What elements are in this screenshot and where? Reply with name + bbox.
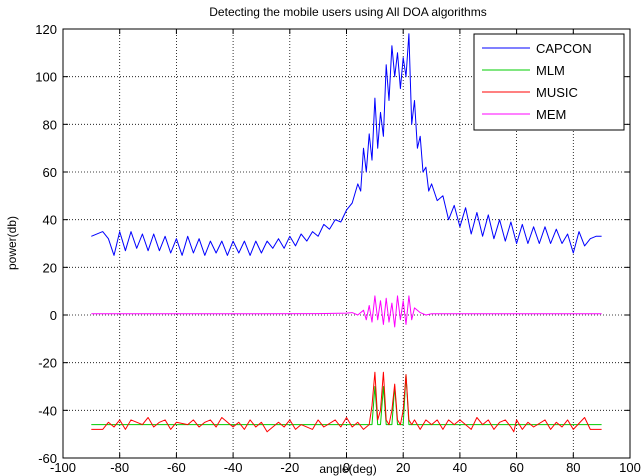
legend-label-mem: MEM	[536, 107, 566, 122]
series-layer	[91, 33, 602, 433]
chart-title: Detecting the mobile users using All DOA…	[209, 5, 486, 19]
x-tick-label: 0	[343, 460, 350, 475]
x-tick-label: -20	[280, 460, 299, 475]
y-tick-label: 20	[43, 260, 57, 275]
x-tick-label: 60	[509, 460, 523, 475]
y-tick-label: 80	[43, 117, 57, 132]
y-tick-label: -40	[38, 403, 57, 418]
grid	[63, 29, 630, 458]
x-tick-label: 100	[619, 460, 641, 475]
x-axis-label: angle(deg)	[319, 462, 376, 476]
y-tick-label: 120	[35, 22, 57, 37]
legend: CAPCON MLM MUSIC MEM	[473, 33, 625, 131]
series-line-capcon	[91, 33, 602, 256]
legend-label-music: MUSIC	[536, 85, 578, 100]
series-line-music	[91, 371, 602, 433]
y-tick-label: -60	[38, 451, 57, 466]
x-tick-label: -40	[224, 460, 243, 475]
x-tick-label: 40	[453, 460, 467, 475]
series-line-mem	[91, 295, 602, 328]
x-tick-label: -100	[50, 460, 76, 475]
y-tick-label: 40	[43, 213, 57, 228]
legend-label-capcon: CAPCON	[536, 41, 592, 56]
y-tick-label: -20	[38, 356, 57, 371]
x-tick-label: 20	[396, 460, 410, 475]
legend-label-mlm: MLM	[536, 63, 565, 78]
x-tick-label: -80	[110, 460, 129, 475]
y-tick-label: 0	[50, 308, 57, 323]
x-tick-label: -60	[167, 460, 186, 475]
axis-ticks: -100 -80 -60 -40 -20 0 20 40 60 80 100 -60 -40 -20 0 20…	[35, 22, 641, 475]
x-tick-label: 80	[566, 460, 580, 475]
y-tick-label: 60	[43, 165, 57, 180]
y-tick-label: 100	[35, 70, 57, 85]
y-axis-label: power(db)	[5, 216, 19, 270]
